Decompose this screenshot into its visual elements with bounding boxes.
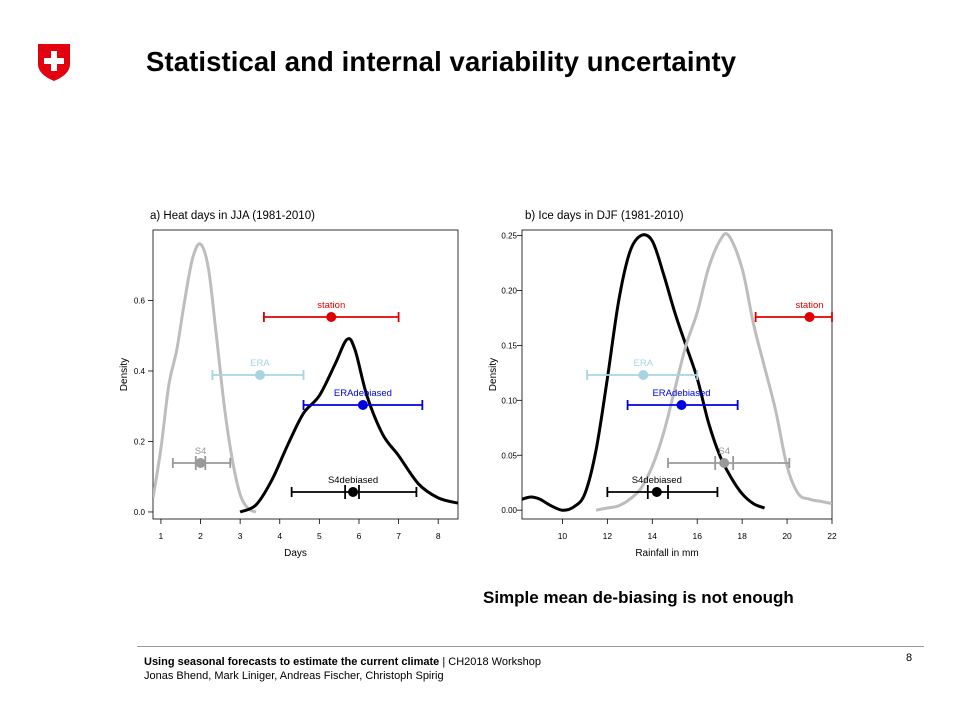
x-tick-label: 5: [317, 531, 322, 541]
footer-authors: Jonas Bhend, Mark Liniger, Andreas Fisch…: [144, 670, 444, 682]
marker-station: station: [754, 300, 833, 322]
density-curve-s4debiased: [239, 337, 458, 514]
marker-point: [348, 487, 359, 497]
footer-event-text: | CH2018 Workshop: [442, 656, 541, 668]
y-axis-label: Density: [119, 358, 130, 391]
x-axis-label: Days: [284, 548, 307, 559]
x-tick-label: 1: [159, 531, 164, 541]
page-number: 8: [906, 652, 913, 664]
footer-title: Using seasonal forecasts to estimate the…: [144, 656, 541, 668]
x-tick-label: 4: [277, 531, 282, 541]
marker-point: [676, 400, 687, 410]
y-tick-label: 0.05: [501, 451, 517, 460]
chart-panel-2: b) Ice days in DJF (1981-2010) 10 12 14 16 18…: [488, 210, 837, 559]
plot-frame: [152, 229, 459, 520]
marker-label: S4debiased: [328, 475, 378, 486]
marker-point: [326, 312, 337, 322]
marker-label: ERAdebiased: [334, 388, 392, 399]
marker-eradebiased: ERAdebiased: [302, 388, 424, 410]
y-tick-label: 0.4: [134, 367, 146, 376]
marker-label: ERAdebiased: [652, 388, 710, 399]
chart-panel-1: a) Heat days in JJA (1981-2010) 1 2 3 4 5 6 7 8 0…: [119, 210, 459, 559]
marker-s4debiased: S4debiased: [290, 475, 418, 499]
x-tick-label: 22: [827, 531, 837, 541]
y-tick-label: 0.25: [501, 231, 517, 240]
marker-point: [638, 370, 649, 380]
marker-point: [254, 370, 265, 380]
x-tick-label: 12: [603, 531, 613, 541]
marker-label: S4: [718, 446, 730, 457]
x-tick-label: 20: [782, 531, 792, 541]
marker-s4debiased: S4debiased: [606, 475, 719, 499]
marker-label: ERA: [250, 358, 270, 369]
x-tick-label: 8: [436, 531, 441, 541]
marker-eradebiased: ERAdebiased: [626, 388, 739, 410]
y-tick-label: 0.00: [501, 506, 517, 515]
marker-s4: S4: [171, 446, 232, 470]
footer-divider: [137, 646, 924, 647]
x-tick-label: 16: [692, 531, 702, 541]
marker-point: [195, 458, 206, 468]
chart-title: a) Heat days in JJA (1981-2010): [150, 210, 315, 222]
swiss-cross-icon: [38, 44, 70, 81]
chart-title: b) Ice days in DJF (1981-2010): [525, 210, 684, 222]
y-tick-label: 0.10: [501, 396, 517, 405]
x-tick-label: 2: [198, 531, 203, 541]
marker-s4: S4: [667, 446, 791, 470]
marker-station: station: [263, 300, 400, 322]
marker-label: station: [317, 300, 345, 311]
x-tick-label: 14: [648, 531, 658, 541]
marker-era: ERA: [211, 358, 305, 380]
slide-title: Statistical and internal variability unc…: [146, 46, 737, 77]
y-tick-label: 0.6: [134, 296, 146, 305]
density-curve-s4: [153, 242, 257, 514]
marker-point: [357, 400, 368, 410]
marker-label: station: [796, 300, 824, 311]
marker-label: ERA: [634, 358, 654, 369]
y-tick-label: 0.15: [501, 341, 517, 350]
x-tick-label: 18: [737, 531, 747, 541]
footer-bold-text: Using seasonal forecasts to estimate the…: [144, 656, 440, 668]
x-tick-label: 10: [558, 531, 568, 541]
density-curve-s4: [595, 232, 832, 512]
marker-point: [651, 487, 662, 497]
y-tick-label: 0.2: [134, 437, 146, 446]
plot-frame: [521, 229, 833, 520]
y-tick-label: 0.20: [501, 286, 517, 295]
x-tick-label: 3: [238, 531, 243, 541]
marker-era: ERA: [586, 358, 699, 380]
x-axis-label: Rainfall in mm: [635, 548, 698, 559]
marker-label: S4: [195, 446, 207, 457]
x-tick-label: 6: [357, 531, 362, 541]
y-axis-label: Density: [488, 358, 499, 391]
slide-caption: Simple mean de-biasing is not enough: [483, 588, 794, 607]
y-tick-label: 0.0: [134, 508, 146, 517]
marker-point: [804, 312, 815, 322]
marker-label: S4debiased: [632, 475, 682, 486]
marker-point: [719, 458, 730, 468]
x-tick-label: 7: [396, 531, 401, 541]
